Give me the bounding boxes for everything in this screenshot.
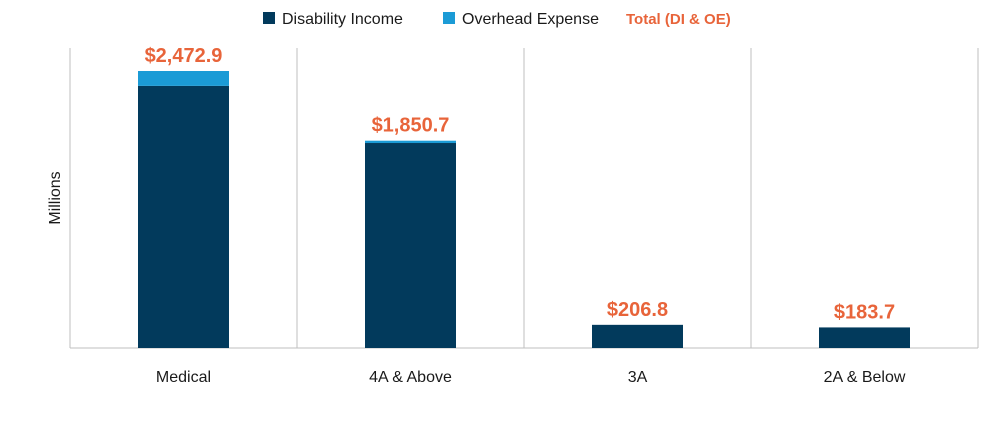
legend-disability-income-swatch <box>263 12 275 24</box>
legend-disability-income-label: Disability Income <box>282 11 403 28</box>
x-tick-label: 3A <box>628 369 648 386</box>
bar-overhead-expense <box>138 71 229 86</box>
total-data-label: $2,472.9 <box>145 45 223 67</box>
x-tick-label: 2A & Below <box>824 369 906 386</box>
bar-disability-income <box>138 85 229 348</box>
legend-total: Total (DI & OE) <box>626 11 731 28</box>
legend: Disability Income Overhead Expense Total (… <box>263 11 731 28</box>
x-tick-label: 4A & Above <box>369 369 452 386</box>
bar-overhead-expense <box>365 140 456 144</box>
bar-disability-income <box>592 324 683 348</box>
bar-disability-income <box>819 327 910 348</box>
legend-overhead-expense: Overhead Expense <box>443 11 599 28</box>
total-data-label: $1,850.7 <box>372 115 450 137</box>
bars <box>138 71 910 348</box>
legend-overhead-expense-swatch <box>443 12 455 24</box>
x-tick-label: Medical <box>156 369 211 386</box>
labels: $2,472.9 Medical $1,850.7 4A & Above $206.8 3… <box>145 45 906 386</box>
legend-overhead-expense-label: Overhead Expense <box>462 11 599 28</box>
bar-disability-income <box>365 143 456 348</box>
total-data-label: $183.7 <box>834 301 895 323</box>
total-data-label: $206.8 <box>607 299 668 321</box>
legend-disability-income: Disability Income <box>263 11 403 28</box>
y-axis-title: Millions <box>47 171 64 224</box>
